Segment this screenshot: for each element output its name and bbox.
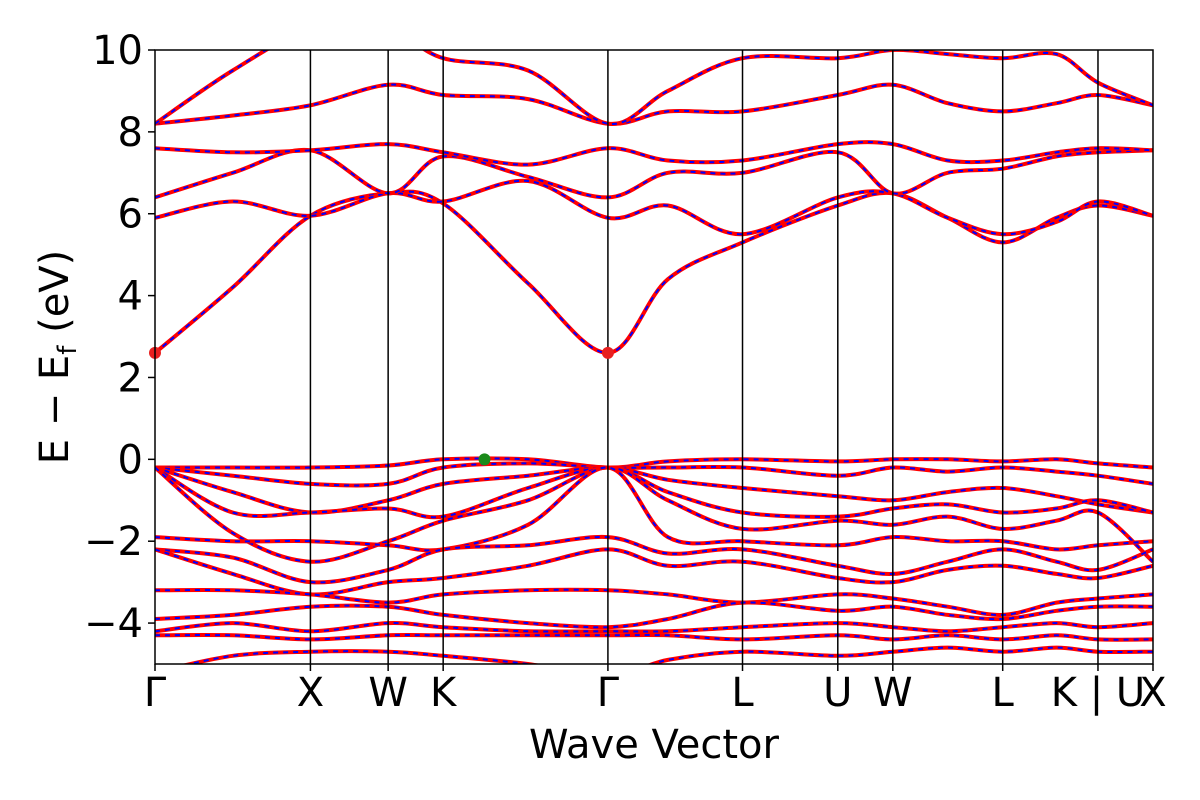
band-line-dashed-17	[155, 634, 1153, 641]
band-line-dashed-6	[155, 457, 1153, 469]
band-edge-markers	[149, 346, 614, 466]
y-axis-label-main: E − E	[32, 355, 78, 465]
y-axis-label: E − Ef (eV)	[32, 250, 83, 465]
plot-frame	[154, 49, 1154, 665]
x-tick-label: L	[731, 670, 754, 716]
x-tick-label: W	[368, 670, 408, 716]
vbm-marker-0	[478, 453, 491, 466]
band-line-dashed-0	[155, 190, 1153, 354]
x-tick-label: Γ	[144, 670, 167, 716]
band-line-dashed-10	[155, 466, 1153, 563]
bands-layer	[155, 50, 1153, 664]
y-tick-label: −2	[84, 519, 143, 565]
x-tick-label: K	[430, 670, 458, 716]
y-tick-label: −4	[84, 601, 143, 647]
band-line-dashed-2	[155, 148, 1153, 199]
y-tick-label: 2	[118, 355, 143, 401]
y-axis-label-unit: (eV)	[32, 250, 78, 346]
band-line-dashed-13	[155, 548, 1153, 596]
x-tick-label: K | U	[1051, 670, 1145, 716]
band-line-dashed-11	[155, 466, 1153, 552]
band-line-dashed-9	[155, 466, 1153, 519]
x-tick-label: W	[873, 670, 913, 716]
band-line-dashed-14	[155, 588, 1153, 616]
band-line-dashed-4	[155, 83, 1153, 125]
band-line-5	[155, 50, 1153, 126]
band-line-dashed-16	[155, 622, 1153, 633]
kpath-separators	[309, 50, 1099, 664]
y-axis-ticks: −4 −2 0 2 4 6 8 10	[84, 28, 155, 647]
band-line-dashed-1	[155, 179, 1153, 236]
x-axis-label: Wave Vector	[529, 722, 780, 768]
x-tick-label: U	[823, 670, 852, 716]
y-tick-label: 0	[118, 437, 143, 483]
x-tick-label: Γ	[597, 670, 620, 716]
y-tick-label: 6	[118, 192, 143, 238]
band-line-dashed-12	[155, 535, 1153, 584]
y-tick-label: 10	[92, 28, 143, 74]
x-tick-label: X	[1139, 670, 1166, 716]
y-tick-label: 4	[118, 274, 143, 320]
x-tick-label: L	[992, 670, 1015, 716]
cbm-marker-1	[601, 346, 614, 359]
y-axis-label-sub: f	[53, 345, 83, 355]
band-line-dashed-3	[155, 141, 1153, 166]
y-tick-label: 8	[118, 110, 143, 156]
band-line-dashed-7	[155, 462, 1153, 487]
x-tick-label: X	[297, 670, 324, 716]
band-line-dashed-18	[185, 646, 1153, 664]
band-line-dashed-15	[155, 601, 1153, 629]
